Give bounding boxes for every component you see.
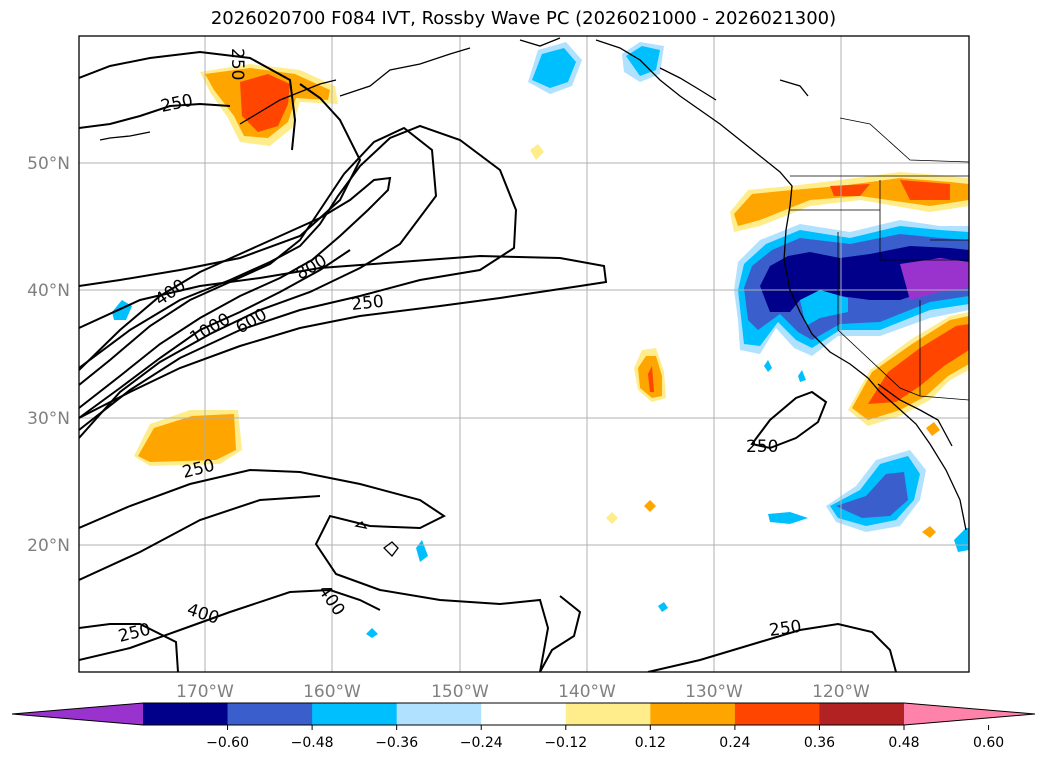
map-title: 2026020700 F084 IVT, Rossby Wave PC (202… — [210, 8, 837, 29]
lon-label-120w: 120°W — [812, 682, 870, 702]
contour-label: 250 — [350, 292, 384, 315]
ivt-contours — [79, 50, 897, 672]
lon-label-170w: 170°W — [176, 682, 234, 702]
longitude-labels: 170°W 160°W 150°W 140°W 130°W 120°W — [176, 682, 870, 702]
lon-label-160w: 160°W — [303, 682, 361, 702]
contour-label: 250 — [768, 617, 803, 641]
colorbar-segment — [227, 703, 313, 725]
colorbar-outline — [11, 702, 1036, 726]
colorbar-extend-min — [12, 703, 143, 725]
colorbar-tick-label: 0.24 — [719, 735, 750, 751]
colorbar-tick-label: −0.48 — [291, 735, 334, 751]
colorbar-tick-label: 0.60 — [973, 735, 1004, 751]
lat-label-40n: 40°N — [27, 281, 70, 301]
colorbar-segment — [481, 703, 567, 725]
lon-label-140w: 140°W — [558, 682, 616, 702]
colorbar-tick-label: −0.60 — [206, 735, 249, 751]
colorbar-tick-label: −0.12 — [544, 735, 587, 751]
latitude-labels: 50°N 40°N 30°N 20°N — [27, 154, 70, 556]
map-panel — [79, 36, 969, 672]
colorbar-extend-max — [904, 703, 1035, 725]
anomaly-pacific-northwest — [730, 172, 969, 232]
anomaly-offshore-east — [634, 348, 666, 402]
anomaly-gulf-of-alaska — [528, 42, 664, 94]
colorbar-segment — [396, 703, 482, 725]
lat-label-20n: 20°N — [27, 536, 70, 556]
lat-label-30n: 30°N — [27, 409, 70, 429]
colorbar-tick-label: −0.36 — [375, 735, 418, 751]
colorbar-tick-label: 0.12 — [635, 735, 666, 751]
colorbar-segment — [565, 703, 651, 725]
colorbar-segment — [819, 703, 905, 725]
colorbar-tick-label: 0.48 — [888, 735, 919, 751]
map-border — [78, 35, 970, 673]
colorbar-tick-label: 0.36 — [804, 735, 835, 751]
colorbar: −0.60 −0.48 −0.36 −0.24 −0.12 0.12 0.24 0.36 0.4… — [11, 702, 1036, 751]
state-borders — [790, 117, 969, 401]
anomaly-subtropical-east — [112, 300, 969, 562]
colorbar-tick-label: −0.24 — [460, 735, 503, 751]
contour-label: 250 — [227, 48, 247, 80]
anomaly-subtropical-west — [134, 410, 242, 466]
colorbar-segment — [312, 703, 398, 725]
lon-label-150w: 150°W — [431, 682, 489, 702]
coastlines — [99, 37, 967, 557]
anomaly-southwest — [848, 312, 969, 426]
lat-label-50n: 50°N — [27, 154, 70, 174]
colorbar-segment — [734, 703, 820, 725]
anomaly-aleutian — [200, 64, 338, 146]
contour-label: 250 — [746, 437, 778, 457]
colorbar-segment — [143, 703, 229, 725]
lon-label-130w: 130°W — [685, 682, 743, 702]
anomaly-small-features — [366, 144, 940, 638]
colorbar-segment — [650, 703, 736, 725]
